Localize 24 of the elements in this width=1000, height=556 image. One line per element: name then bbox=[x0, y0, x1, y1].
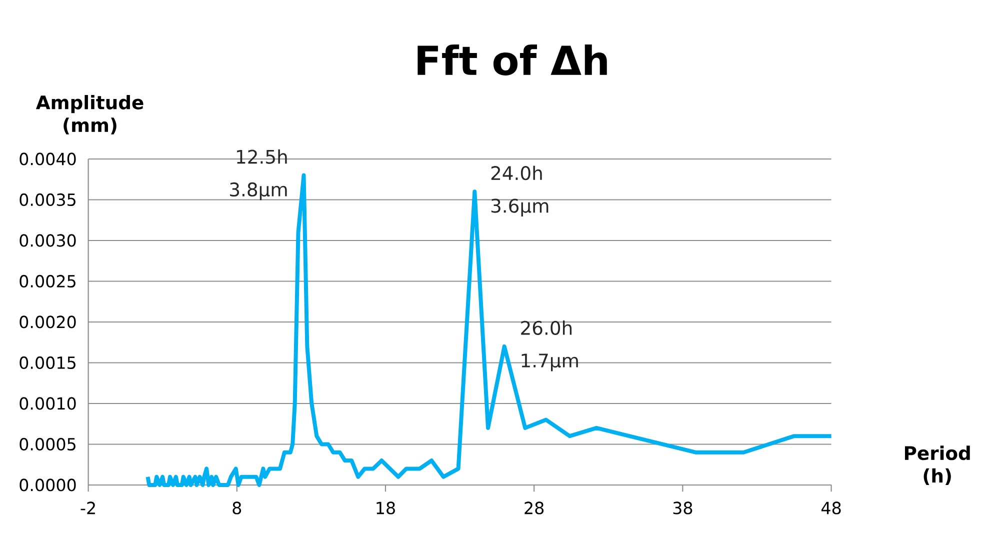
x-tick-label: 8 bbox=[232, 502, 242, 514]
y-tick-label: 0.0005 bbox=[20, 438, 76, 451]
x-axis-title: Period (h) bbox=[904, 446, 970, 485]
y-tick-label: 0.0040 bbox=[20, 152, 76, 166]
annotation: 26.0h bbox=[521, 320, 572, 336]
y-tick-label: 0.0020 bbox=[20, 316, 76, 328]
y-tick-label: 0.0025 bbox=[20, 274, 76, 288]
y-tick-label: 0.0035 bbox=[20, 193, 76, 206]
annotation: 3.8μm bbox=[230, 182, 287, 200]
annotation: 3.6μm bbox=[491, 198, 548, 216]
x-tick-label: 48 bbox=[821, 502, 841, 514]
y-tick-label: 0.0015 bbox=[20, 356, 76, 370]
y-tick-label: 0.0030 bbox=[20, 234, 76, 247]
y-tick-label: 0.0010 bbox=[20, 397, 76, 410]
y-tick-label: 0.0000 bbox=[20, 478, 76, 492]
x-tick-label: -2 bbox=[80, 502, 95, 514]
chart-title: Fft of Δh bbox=[418, 44, 607, 76]
annotation: 24.0h bbox=[491, 166, 542, 180]
y-axis-title: Amplitude (mm) bbox=[36, 95, 144, 134]
annotation: 12.5h bbox=[237, 149, 287, 164]
x-tick-label: 38 bbox=[673, 502, 692, 514]
x-tick-label: 18 bbox=[376, 502, 395, 514]
annotation: 1.7μm bbox=[522, 354, 578, 372]
x-tick-label: 28 bbox=[524, 502, 544, 514]
